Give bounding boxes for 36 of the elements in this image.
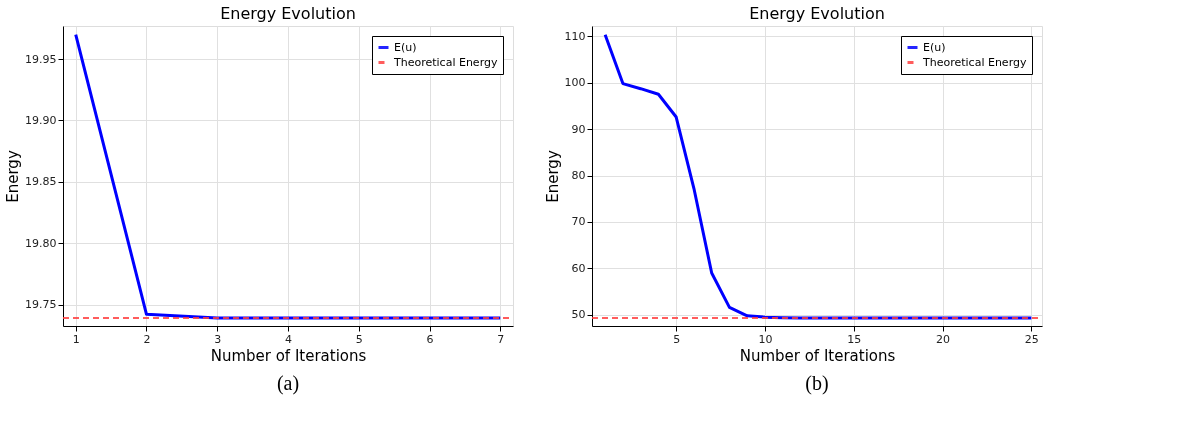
y-tick-label: 19.90	[25, 113, 57, 127]
chart-title: Energy Evolution	[220, 4, 356, 23]
text: (a)	[276, 372, 300, 395]
x-tick-label: 2	[143, 332, 151, 346]
y-axis-title: Energy	[543, 150, 562, 203]
y-tick-label: 50	[571, 308, 586, 322]
x-tick-label: 7	[497, 332, 505, 346]
x-tick-label: 5	[355, 332, 363, 346]
legend-label: E(u)	[394, 40, 417, 54]
x-tick-label: 1	[72, 332, 80, 346]
y-tick-label: 110	[564, 29, 586, 43]
chart-title: Energy Evolution	[749, 4, 885, 23]
y-tick-label: 19.75	[25, 298, 57, 312]
x-tick-label: 4	[285, 332, 292, 346]
y-tick-label: 19.95	[25, 52, 57, 66]
y-tick-label: 70	[571, 215, 586, 229]
y-tick-label: 80	[571, 169, 586, 183]
y-axis-title: Energy	[4, 150, 23, 203]
x-tick-label: 10	[758, 332, 773, 346]
legend-label: E(u)	[923, 40, 946, 54]
y-tick-label: 100	[564, 76, 586, 90]
x-tick-label: 20	[936, 332, 951, 346]
legend-label: Theoretical Energy	[922, 55, 1027, 69]
y-tick-label: 19.85	[25, 175, 57, 189]
x-axis-title: Number of Iterations	[210, 346, 367, 365]
x-axis-title: Number of Iterations	[739, 346, 896, 365]
x-tick-label: 25	[1024, 332, 1039, 346]
y-tick-label: 90	[571, 122, 586, 136]
legend-label: Theoretical Energy	[393, 55, 498, 69]
x-tick-label: 3	[214, 332, 222, 346]
x-tick-label: 15	[847, 332, 862, 346]
text: (b)	[805, 372, 829, 395]
x-tick-label: 6	[426, 332, 434, 346]
y-tick-label: 60	[571, 261, 586, 275]
y-tick-label: 19.80	[25, 236, 57, 250]
x-tick-label: 5	[673, 332, 681, 346]
